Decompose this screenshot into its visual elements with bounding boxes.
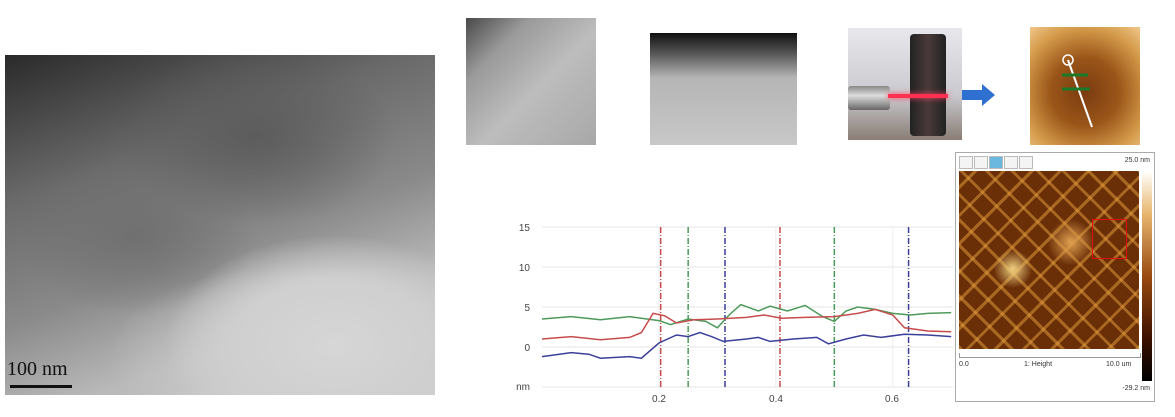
- laser-beam: [888, 94, 948, 98]
- height-profile-chart: 15 10 5 0 nm 0.2 0.4 0.6: [516, 223, 953, 405]
- dispersion-photo: [848, 28, 962, 140]
- tem-micrograph: 100 nm: [5, 55, 435, 395]
- profile-series-3: [541, 331, 952, 359]
- profile-series-2: [541, 308, 952, 341]
- afm-height-image: [959, 171, 1139, 349]
- x-start-label: 0.0: [959, 361, 969, 368]
- select-icon[interactable]: [974, 156, 988, 169]
- channel-label: 1: Height: [1024, 361, 1053, 368]
- y-tick-label: 15: [519, 223, 531, 234]
- max-height-label: 25.0 nm: [1124, 157, 1150, 164]
- tem-thumbnail-1: [466, 18, 596, 145]
- scale-bar-label: 100 nm: [7, 358, 68, 380]
- line-profile-overlay: [1062, 54, 1093, 128]
- y-tick-label: 5: [524, 303, 530, 314]
- selection-box: [1092, 219, 1127, 259]
- pencil-icon[interactable]: [959, 156, 973, 169]
- arrow-right-icon: [962, 84, 995, 106]
- x-tick-label: 0.6: [885, 394, 899, 405]
- color-scale-bar: [1142, 171, 1152, 381]
- line-icon[interactable]: [1019, 156, 1033, 169]
- vial: [910, 34, 946, 136]
- min-height-label: -29.2 nm: [1122, 385, 1150, 392]
- y-tick-label: 10: [519, 263, 531, 274]
- afm-thumbnail: [1030, 27, 1140, 145]
- laser-pointer: [848, 86, 890, 110]
- x-tick-label: 0.4: [769, 394, 783, 405]
- scale-bar: [10, 385, 72, 388]
- line-icon[interactable]: [1004, 156, 1018, 169]
- profile-series-1: [541, 303, 952, 329]
- x-tick-label: 0.2: [652, 394, 666, 405]
- arrow-shape: [962, 84, 995, 106]
- y-unit-label: nm: [516, 382, 530, 393]
- x-scale-bar: [959, 353, 1141, 358]
- zoom-icon[interactable]: [989, 156, 1003, 169]
- y-tick-label: 0: [524, 343, 530, 354]
- tem-thumbnail-2: [650, 33, 797, 145]
- afm-height-panel: 25.0 nm 0.0 1: Height 10.0 um -29.2 nm: [955, 152, 1155, 402]
- x-end-label: 10.0 um: [1106, 361, 1132, 368]
